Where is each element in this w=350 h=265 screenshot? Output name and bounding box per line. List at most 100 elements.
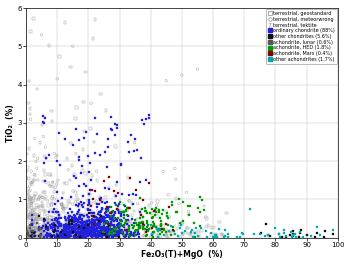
Point bbox=[66, 227, 72, 232]
Point bbox=[115, 222, 120, 226]
Point bbox=[52, 235, 58, 239]
Point bbox=[33, 198, 38, 202]
Point bbox=[74, 226, 79, 231]
Point bbox=[32, 212, 37, 216]
Point bbox=[100, 232, 105, 236]
Point bbox=[94, 233, 100, 238]
Point bbox=[97, 220, 103, 224]
Point bbox=[26, 233, 31, 237]
Point bbox=[105, 234, 111, 238]
Point bbox=[41, 217, 47, 221]
Point bbox=[60, 229, 66, 233]
Point bbox=[32, 234, 37, 238]
Point bbox=[25, 229, 30, 233]
Point bbox=[130, 231, 136, 236]
Point bbox=[61, 228, 67, 233]
Point bbox=[107, 223, 113, 227]
Point bbox=[203, 215, 209, 219]
Point bbox=[72, 228, 78, 232]
Point bbox=[139, 118, 145, 122]
Point bbox=[28, 210, 33, 214]
Point bbox=[91, 140, 97, 144]
Point bbox=[51, 215, 56, 220]
Point bbox=[143, 209, 149, 214]
Point bbox=[104, 232, 110, 237]
Point bbox=[57, 231, 63, 235]
Point bbox=[58, 202, 64, 207]
Point bbox=[91, 227, 96, 231]
Point bbox=[95, 222, 101, 226]
Point bbox=[45, 199, 50, 203]
Point bbox=[57, 233, 62, 237]
Point bbox=[24, 227, 30, 231]
Point bbox=[74, 105, 79, 109]
Point bbox=[23, 169, 29, 173]
Point bbox=[67, 232, 73, 236]
Point bbox=[131, 231, 136, 236]
Point bbox=[97, 231, 103, 236]
Point bbox=[60, 203, 65, 207]
Point bbox=[143, 228, 148, 232]
Point bbox=[118, 162, 124, 166]
Point bbox=[74, 233, 79, 237]
Point bbox=[117, 211, 122, 215]
Point bbox=[71, 234, 77, 238]
Point bbox=[52, 234, 57, 238]
Point bbox=[93, 231, 98, 236]
Point bbox=[86, 232, 91, 236]
Point bbox=[75, 199, 80, 204]
Point bbox=[192, 230, 197, 234]
Point bbox=[56, 233, 61, 237]
Point bbox=[106, 232, 112, 236]
Point bbox=[90, 221, 95, 226]
Point bbox=[25, 190, 30, 195]
Point bbox=[104, 226, 109, 231]
Point bbox=[114, 234, 120, 238]
Point bbox=[69, 225, 75, 229]
Point bbox=[45, 218, 51, 222]
Point bbox=[82, 220, 88, 224]
Point bbox=[181, 200, 186, 204]
Point bbox=[72, 217, 77, 221]
Point bbox=[116, 230, 121, 234]
Point bbox=[50, 228, 56, 232]
Point bbox=[82, 232, 88, 236]
Point bbox=[85, 215, 90, 219]
Point bbox=[180, 232, 186, 237]
Point bbox=[100, 231, 106, 236]
Point bbox=[144, 233, 149, 237]
Point bbox=[155, 227, 161, 231]
Point bbox=[99, 234, 105, 238]
Point bbox=[26, 235, 31, 239]
Point bbox=[95, 235, 101, 239]
Point bbox=[98, 229, 104, 233]
Point bbox=[62, 227, 67, 231]
Point bbox=[52, 223, 57, 227]
Point bbox=[30, 221, 36, 225]
Point bbox=[116, 226, 121, 230]
Point bbox=[97, 229, 103, 234]
Point bbox=[93, 230, 98, 234]
Point bbox=[76, 230, 82, 235]
Point bbox=[112, 210, 118, 214]
Point bbox=[78, 220, 83, 224]
Point bbox=[43, 223, 49, 227]
Point bbox=[75, 218, 80, 223]
Point bbox=[49, 235, 55, 239]
Point bbox=[103, 228, 108, 233]
Point bbox=[38, 217, 43, 221]
Point bbox=[82, 225, 88, 229]
Point bbox=[117, 226, 122, 230]
Point bbox=[53, 215, 58, 220]
Point bbox=[30, 221, 35, 225]
Point bbox=[129, 213, 135, 218]
Point bbox=[55, 221, 61, 225]
Point bbox=[102, 216, 108, 220]
Point bbox=[78, 232, 83, 236]
Point bbox=[91, 228, 97, 232]
Point bbox=[78, 226, 83, 230]
Point bbox=[109, 235, 115, 239]
Point bbox=[159, 222, 164, 226]
Point bbox=[251, 232, 257, 236]
Point bbox=[40, 206, 46, 210]
